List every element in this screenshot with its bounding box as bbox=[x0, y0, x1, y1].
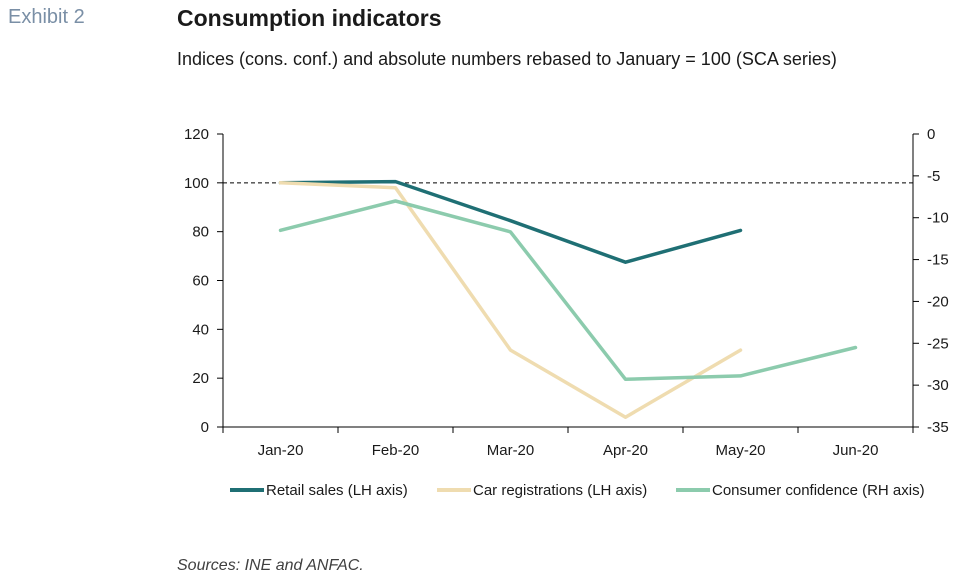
left-y-tick-label: 100 bbox=[184, 175, 209, 192]
left-y-tick-label: 120 bbox=[184, 126, 209, 143]
legend-label: Consumer confidence (RH axis) bbox=[712, 482, 925, 499]
legend-label: Retail sales (LH axis) bbox=[266, 482, 408, 499]
chart-subtitle: Indices (cons. conf.) and absolute numbe… bbox=[177, 49, 837, 69]
chart-axes: 0 20 40 60 80 100 120 -35 -30 -25 -20 -15 -10 -5 0 Jan-… bbox=[184, 126, 949, 459]
left-y-tick-label: 60 bbox=[192, 273, 209, 290]
right-y-tick-label: -20 bbox=[927, 293, 949, 310]
right-y-tick-label: -35 bbox=[927, 419, 949, 436]
x-tick-label: Apr-20 bbox=[603, 442, 648, 459]
left-y-tick-label: 80 bbox=[192, 224, 209, 241]
chart-legend: Retail sales (LH axis) Car registrations … bbox=[230, 482, 925, 499]
source-note: Sources: INE and ANFAC. bbox=[177, 557, 364, 574]
right-y-tick-label: -25 bbox=[927, 335, 949, 352]
right-y-tick-label: -30 bbox=[927, 377, 949, 394]
series-line-3 bbox=[278, 199, 858, 382]
left-y-tick-label: 0 bbox=[201, 419, 209, 436]
x-tick-label: Mar-20 bbox=[487, 442, 535, 459]
series-line-2 bbox=[278, 181, 743, 419]
legend-label: Car registrations (LH axis) bbox=[473, 482, 647, 499]
x-tick-label: May-20 bbox=[715, 442, 765, 459]
x-tick-label: Jun-20 bbox=[833, 442, 879, 459]
x-tick-label: Jan-20 bbox=[258, 442, 304, 459]
right-y-tick-label: -15 bbox=[927, 252, 949, 269]
left-y-tick-label: 20 bbox=[192, 370, 209, 387]
x-tick-label: Feb-20 bbox=[372, 442, 420, 459]
right-y-tick-label: -10 bbox=[927, 210, 949, 227]
exhibit-label: Exhibit 2 bbox=[8, 6, 85, 28]
right-y-tick-label: 0 bbox=[927, 126, 935, 143]
chart-series bbox=[278, 179, 858, 419]
chart-title: Consumption indicators bbox=[177, 5, 442, 31]
series-line-1 bbox=[278, 179, 743, 264]
left-y-tick-label: 40 bbox=[192, 321, 209, 338]
right-y-tick-label: -5 bbox=[927, 168, 940, 185]
